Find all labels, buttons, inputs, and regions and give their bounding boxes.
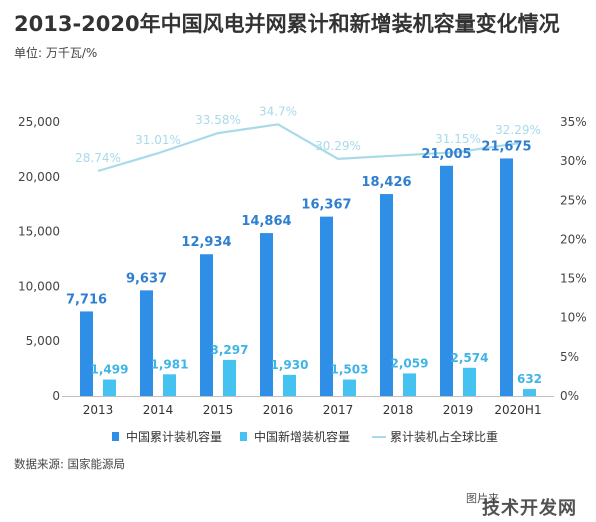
new-label: 1,981 [151,357,189,371]
bar-cumulative [380,194,393,396]
x-tick-label: 2015 [203,403,234,417]
share-label: 28.74% [75,151,121,165]
legend-swatch [112,432,119,441]
y-right-tick-label: 10% [560,311,587,325]
cumulative-label: 21,675 [481,139,531,154]
cumulative-label: 18,426 [361,175,411,190]
bar-new [103,379,116,396]
y-right-tick-label: 15% [560,272,587,286]
new-label: 1,499 [91,363,129,377]
chart-title: 2013-2020年中国风电并网累计和新增装机容量变化情况 [14,12,560,36]
y-right-tick-label: 25% [560,193,587,207]
combo-chart: 0 5,000 10,000 15,000 20,000 25,000 0% 5% 10% 15%… [18,104,587,444]
cumulative-label: 7,716 [66,292,107,307]
y-right-tick-label: 5% [560,350,579,364]
legend-swatch [240,432,247,441]
new-label: 3,297 [211,343,249,357]
bar-cumulative [260,233,273,396]
unit-label: 单位: 万千瓦/% [14,46,98,60]
new-label: 2,059 [391,356,429,370]
new-label: 1,930 [271,358,309,372]
y-right-tick-label: 35% [560,115,587,129]
legend-label: 中国新增装机容量 [254,429,350,444]
x-tick-label: 2018 [383,403,414,417]
cumulative-label: 14,864 [241,214,291,229]
x-tick-label: 2017 [323,403,354,417]
y-left-tick-label: 5,000 [26,334,60,348]
bar-new [163,374,176,396]
y-left-tick-label: 0 [52,389,60,403]
bar-cumulative [500,158,513,396]
bar-new [463,367,476,396]
x-tick-label: 2014 [143,403,174,417]
y-right-tick-label: 0% [560,389,579,403]
bar-new [343,379,356,396]
bar-new [283,374,296,396]
bar-cumulative [320,216,333,396]
bar-new [523,389,536,396]
share-label: 30.29% [315,139,361,153]
bar-cumulative [440,165,453,396]
y-left-tick-label: 10,000 [18,279,60,293]
watermark: 技术开发网 [482,498,577,519]
bar-cumulative [140,290,153,396]
bar-cumulative [200,254,213,396]
new-label: 2,574 [451,351,489,365]
bar-new [403,373,416,396]
bar-cumulative [80,311,93,396]
y-left-tick-label: 20,000 [18,170,60,184]
cumulative-label: 21,005 [421,147,471,162]
new-label: 632 [517,372,542,386]
cumulative-label: 12,934 [181,235,231,250]
y-left-tick-label: 25,000 [18,115,60,129]
x-tick-label: 2016 [263,403,294,417]
y-right-tick-label: 20% [560,232,587,246]
x-tick-label: 2019 [443,403,474,417]
y-left-tick-label: 15,000 [18,225,60,239]
legend-label: 中国累计装机容量 [126,429,222,444]
bar-new [223,359,236,396]
x-tick-label: 2020H1 [494,403,541,417]
legend-label: 累计装机占全球比重 [390,429,498,444]
x-tick-label: 2013 [83,403,114,417]
share-label: 33.58% [195,113,241,127]
image-credit: 图片来 [466,492,499,505]
share-label: 32.29% [495,123,541,137]
new-label: 1,503 [331,363,369,377]
share-line [97,123,519,173]
share-label: 31.01% [135,133,181,147]
cumulative-label: 16,367 [301,198,351,213]
share-label: 34.7% [259,104,297,118]
share-label: 31.15% [435,132,481,146]
y-right-tick-label: 30% [560,154,587,168]
cumulative-label: 9,637 [126,271,167,286]
data-source: 数据来源: 国家能源局 [14,457,126,471]
